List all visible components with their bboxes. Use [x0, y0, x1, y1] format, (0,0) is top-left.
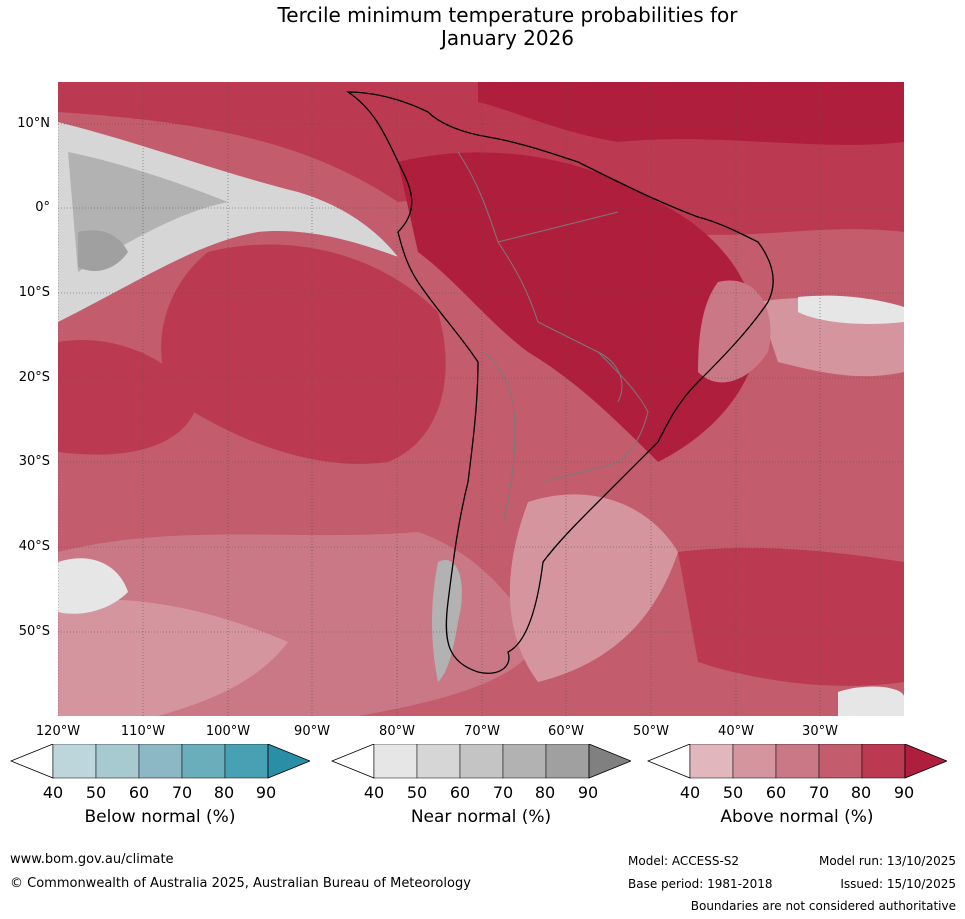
- lon-label-80w: 80°W: [379, 724, 415, 739]
- near-tick-40: 40: [363, 783, 385, 802]
- above-swatch-1: [732, 744, 777, 779]
- map-title-line1: Tercile minimum temperature probabilitie…: [277, 3, 738, 27]
- lat-label-10s: 10°S: [18, 285, 50, 300]
- below-swatch-3: [181, 744, 226, 779]
- above-tick-60: 60: [765, 783, 787, 802]
- continent-coastline: [345, 91, 774, 674]
- below-tick-70: 70: [171, 783, 193, 802]
- lat-label-40s: 40°S: [18, 539, 50, 554]
- lat-label-50s: 50°S: [18, 624, 50, 639]
- country-borders: [457, 151, 649, 523]
- above-swatch-low: [647, 744, 691, 779]
- above-normal-label: Above normal (%): [720, 807, 874, 827]
- near-tick-90: 90: [577, 783, 599, 802]
- below-normal-label: Below normal (%): [84, 807, 236, 827]
- near-normal-label: Near normal (%): [410, 807, 552, 827]
- region-brazil-east: [698, 280, 771, 383]
- near-tick-80: 80: [534, 783, 556, 802]
- below-tick-60: 60: [128, 783, 150, 802]
- lon-label-100w: 100°W: [205, 724, 251, 739]
- below-tick-90: 90: [255, 783, 277, 802]
- lat-label-0: 0°: [35, 200, 50, 215]
- model-run-date: Model run: 13/10/2025: [818, 854, 956, 868]
- region-far-southeast-white: [838, 686, 904, 716]
- lon-label-50w: 50°W: [633, 724, 669, 739]
- near-tick-60: 60: [449, 783, 471, 802]
- region-east-atlantic-near: [798, 295, 904, 324]
- above-tick-70: 70: [808, 783, 830, 802]
- graticule: [58, 82, 904, 716]
- issued-date: Issued: 15/10/2025: [840, 877, 956, 891]
- colorbar-below: [10, 744, 310, 779]
- above-swatch-0: [689, 744, 734, 779]
- copyright-text: © Commonwealth of Australia 2025, Austra…: [10, 876, 471, 891]
- map-title-line2: January 2026: [440, 26, 575, 50]
- below-tick-50: 50: [85, 783, 107, 802]
- region-south-ocean-weaker: [58, 599, 288, 716]
- lat-label-10n: 10°N: [17, 116, 50, 131]
- colorbar-above: [647, 744, 947, 779]
- below-tick-80: 80: [213, 783, 235, 802]
- region-southeast-atlantic-high: [678, 547, 904, 686]
- above-tick-90: 90: [893, 783, 915, 802]
- map-title: Tercile minimum temperature probabilitie…: [0, 4, 965, 50]
- lat-label-20s: 20°S: [18, 370, 50, 385]
- model-name: Model: ACCESS-S2: [628, 854, 740, 868]
- above-swatch-high: [904, 744, 947, 779]
- region-southwest-near: [58, 558, 128, 614]
- lon-label-120w: 120°W: [35, 724, 81, 739]
- region-southeast-pacific-high: [161, 244, 446, 464]
- lon-label-70w: 70°W: [464, 724, 500, 739]
- near-swatch-3: [502, 744, 547, 779]
- near-tick-70: 70: [492, 783, 514, 802]
- region-pacific-near-normal-inner: [78, 230, 128, 272]
- below-swatch-1: [95, 744, 140, 779]
- below-tick-40: 40: [42, 783, 64, 802]
- region-west-pacific-high: [58, 340, 198, 455]
- below-swatch-0: [52, 744, 97, 779]
- lat-label-30s: 30°S: [18, 454, 50, 469]
- region-amazon-high: [398, 152, 758, 463]
- near-swatch-high: [588, 744, 631, 779]
- colorbar-near: [331, 744, 631, 779]
- above-swatch-3: [818, 744, 863, 779]
- above-swatch-4: [861, 744, 906, 779]
- base-period: Base period: 1981-2018: [628, 877, 773, 891]
- boundaries-disclaimer: Boundaries are not considered authoritat…: [690, 899, 956, 913]
- region-south-atlantic-weak: [509, 494, 678, 682]
- near-swatch-0: [373, 744, 418, 779]
- region-north-coast-high: [478, 82, 904, 145]
- near-swatch-4: [545, 744, 590, 779]
- below-swatch-low: [10, 744, 54, 779]
- bom-url: www.bom.gov.au/climate: [10, 852, 174, 867]
- near-swatch-low: [331, 744, 375, 779]
- lon-label-60w: 60°W: [548, 724, 584, 739]
- near-swatch-2: [459, 744, 504, 779]
- near-swatch-1: [416, 744, 461, 779]
- near-tick-50: 50: [406, 783, 428, 802]
- below-swatch-2: [138, 744, 183, 779]
- lon-label-110w: 110°W: [120, 724, 166, 739]
- lon-label-40w: 40°W: [718, 724, 754, 739]
- above-tick-80: 80: [850, 783, 872, 802]
- lon-label-30w: 30°W: [802, 724, 838, 739]
- below-swatch-high: [267, 744, 310, 779]
- lon-label-90w: 90°W: [294, 724, 330, 739]
- below-swatch-4: [224, 744, 269, 779]
- probability-map: [58, 82, 904, 716]
- above-tick-40: 40: [679, 783, 701, 802]
- above-swatch-2: [775, 744, 820, 779]
- above-tick-50: 50: [722, 783, 744, 802]
